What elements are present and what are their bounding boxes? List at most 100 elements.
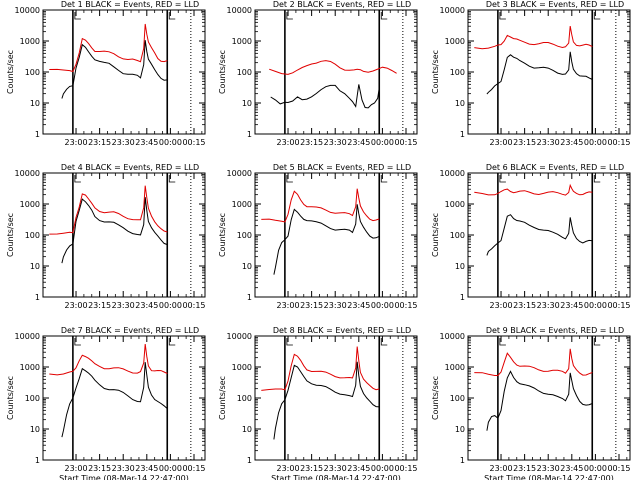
x-tick-label: 00:00 — [159, 138, 182, 147]
y-axis-label: Counts/sec — [6, 213, 15, 257]
plot-frame — [42, 335, 206, 461]
marker-bracket — [380, 175, 388, 183]
chart-panel-5: 1 10 100 1000 10000 23:00 23:15 23:30 23:45 00:00… — [218, 163, 418, 310]
series-lld-line — [261, 346, 380, 391]
y-tick-label: 10 — [30, 99, 40, 108]
chart-title: Det 9 BLACK = Events, RED = LLD — [486, 326, 624, 335]
y-tick-label: 1000 — [20, 200, 40, 209]
x-axis-label: Start Time (08-Mar-14 22:47:00) — [59, 474, 189, 480]
x-axis-label: Start Time (08-Mar-14 22:47:00) — [271, 474, 401, 480]
x-tick-label: 00:15 — [394, 301, 417, 310]
x-tick-label: 23:00 — [64, 301, 87, 310]
marker-bracket — [380, 12, 388, 20]
y-tick-label: 10000 — [227, 169, 252, 178]
x-tick-label: 23:45 — [135, 301, 158, 310]
marker-bracket — [593, 338, 601, 346]
y-axis-label: Counts/sec — [431, 50, 440, 94]
x-tick-label: 23:00 — [64, 138, 87, 147]
y-tick-label: 10 — [30, 262, 40, 271]
marker-bracket — [286, 175, 293, 183]
y-tick-label: 1000 — [232, 363, 252, 372]
y-tick-label: 10000 — [15, 332, 40, 341]
x-tick-label: 23:15 — [513, 138, 536, 147]
y-tick-label: 1000 — [232, 37, 252, 46]
x-tick-label: 00:15 — [394, 138, 417, 147]
y-tick-label: 100 — [237, 394, 252, 403]
y-axis-label: Counts/sec — [218, 213, 227, 257]
x-tick-label: 23:15 — [300, 138, 323, 147]
x-tick-label: 23:00 — [276, 301, 299, 310]
x-tick-label: 00:15 — [182, 464, 205, 473]
y-axis-label: Counts/sec — [431, 213, 440, 257]
x-tick-label: 23:45 — [135, 138, 158, 147]
x-tick-label: 23:45 — [135, 464, 158, 473]
series-events-line — [486, 214, 593, 256]
marker-bracket — [286, 12, 293, 20]
y-tick-label: 10000 — [227, 6, 252, 15]
marker-bracket — [499, 12, 506, 20]
y-tick-label: 1 — [247, 293, 252, 302]
series-events-line — [61, 362, 168, 438]
chart-panel-7: 1 10 100 1000 10000 23:00 23:15 23:30 23:45 00:00… — [6, 326, 206, 480]
series-events-line — [273, 361, 380, 440]
series-events-line — [486, 370, 593, 431]
y-tick-label: 1 — [247, 130, 252, 139]
x-tick-label: 23:00 — [276, 138, 299, 147]
y-tick-label: 1 — [35, 456, 40, 465]
x-tick-label: 00:15 — [607, 138, 630, 147]
chart-title: Det 4 BLACK = Events, RED = LLD — [61, 163, 199, 172]
x-tick-label: 23:45 — [347, 464, 370, 473]
x-tick-label: 23:30 — [324, 464, 347, 473]
y-tick-label: 10 — [455, 262, 465, 271]
x-tick-label: 23:30 — [537, 301, 560, 310]
y-tick-label: 1000 — [445, 363, 465, 372]
marker-bracket — [74, 338, 81, 346]
y-tick-label: 100 — [450, 394, 465, 403]
chart-panel-3: 1 10 100 1000 10000 23:00 23:15 23:30 23:45 00:00… — [431, 0, 631, 147]
y-tick-label: 1000 — [445, 37, 465, 46]
y-axis-label: Counts/sec — [6, 376, 15, 420]
x-tick-label: 23:15 — [513, 464, 536, 473]
marker-bracket — [286, 338, 293, 346]
y-tick-label: 10 — [455, 425, 465, 434]
x-tick-label: 23:15 — [88, 464, 111, 473]
x-tick-label: 00:00 — [159, 464, 182, 473]
series-lld-line — [49, 344, 168, 376]
chart-panel-1: 1 10 100 1000 10000 23:00 23:15 23:30 23:45 00:00… — [6, 0, 206, 147]
plot-frame — [42, 172, 206, 298]
x-tick-label: 23:15 — [513, 301, 536, 310]
chart-title: Det 1 BLACK = Events, RED = LLD — [61, 0, 199, 9]
plot-frame — [254, 335, 418, 461]
series-lld-line — [474, 183, 593, 196]
y-tick-label: 1000 — [20, 37, 40, 46]
y-tick-label: 1 — [247, 456, 252, 465]
series-events-line — [61, 197, 168, 264]
x-tick-label: 23:15 — [88, 301, 111, 310]
x-tick-label: 23:00 — [489, 301, 512, 310]
x-tick-label: 23:30 — [112, 301, 135, 310]
marker-bracket — [593, 12, 601, 20]
plot-frame — [254, 172, 418, 298]
y-tick-label: 1000 — [20, 363, 40, 372]
chart-title: Det 7 BLACK = Events, RED = LLD — [61, 326, 199, 335]
series-lld-line — [474, 348, 593, 376]
marker-bracket — [74, 12, 81, 20]
y-tick-label: 10 — [242, 262, 252, 271]
x-tick-label: 23:45 — [560, 301, 583, 310]
y-tick-label: 10000 — [440, 6, 465, 15]
chart-panel-9: 1 10 100 1000 10000 23:00 23:15 23:30 23:45 00:00… — [431, 326, 631, 480]
x-tick-label: 00:00 — [584, 138, 607, 147]
y-axis-label: Counts/sec — [431, 376, 440, 420]
marker-bracket — [499, 338, 506, 346]
y-tick-label: 100 — [450, 231, 465, 240]
marker-bracket — [168, 338, 176, 346]
plot-frame — [467, 335, 631, 461]
plot-frame — [467, 9, 631, 135]
x-tick-label: 00:00 — [371, 301, 394, 310]
y-tick-label: 1 — [460, 130, 465, 139]
y-tick-label: 10000 — [15, 6, 40, 15]
y-tick-label: 10000 — [440, 332, 465, 341]
y-tick-label: 100 — [237, 68, 252, 77]
